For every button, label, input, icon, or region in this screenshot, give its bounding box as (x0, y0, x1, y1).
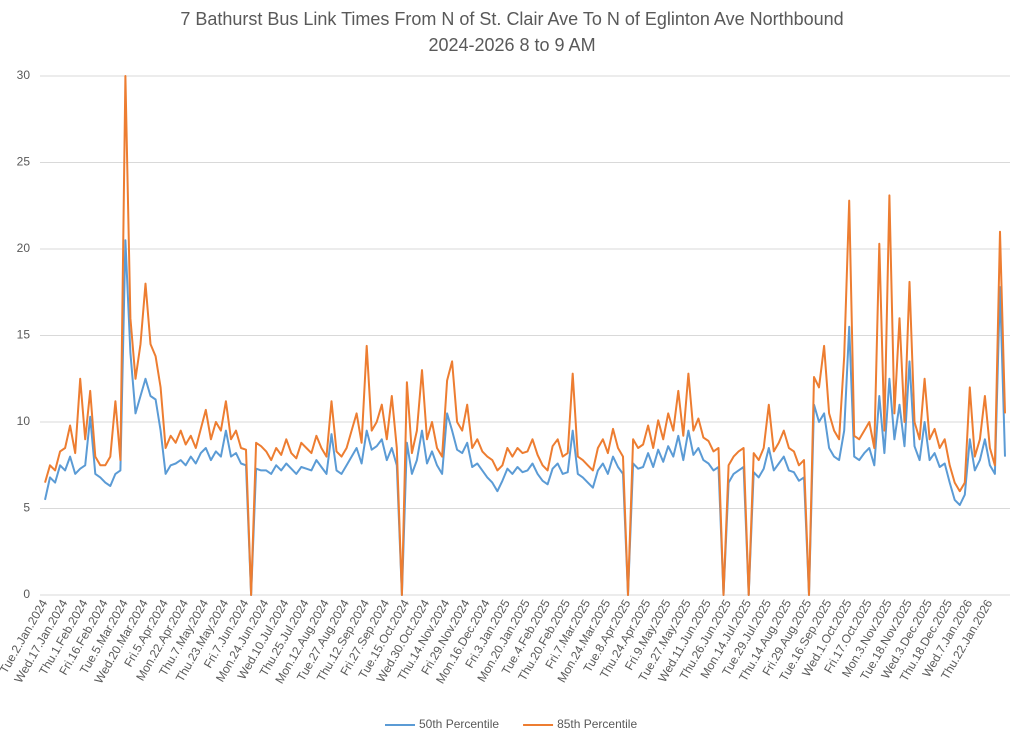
y-tick-label: 20 (17, 241, 31, 255)
series-line (44, 239, 1006, 596)
chart-title: 7 Bathurst Bus Link Times From N of St. … (180, 9, 843, 29)
y-tick-label: 30 (17, 68, 31, 82)
y-tick-label: 25 (17, 155, 31, 169)
legend-label: 50th Percentile (419, 717, 499, 731)
series-line (44, 75, 1006, 596)
legend-label: 85th Percentile (557, 717, 637, 731)
y-tick-label: 0 (23, 587, 30, 601)
chart-subtitle: 2024-2026 8 to 9 AM (428, 35, 595, 55)
y-tick-label: 15 (17, 328, 31, 342)
y-tick-label: 5 (23, 501, 30, 515)
y-tick-label: 10 (17, 414, 31, 428)
